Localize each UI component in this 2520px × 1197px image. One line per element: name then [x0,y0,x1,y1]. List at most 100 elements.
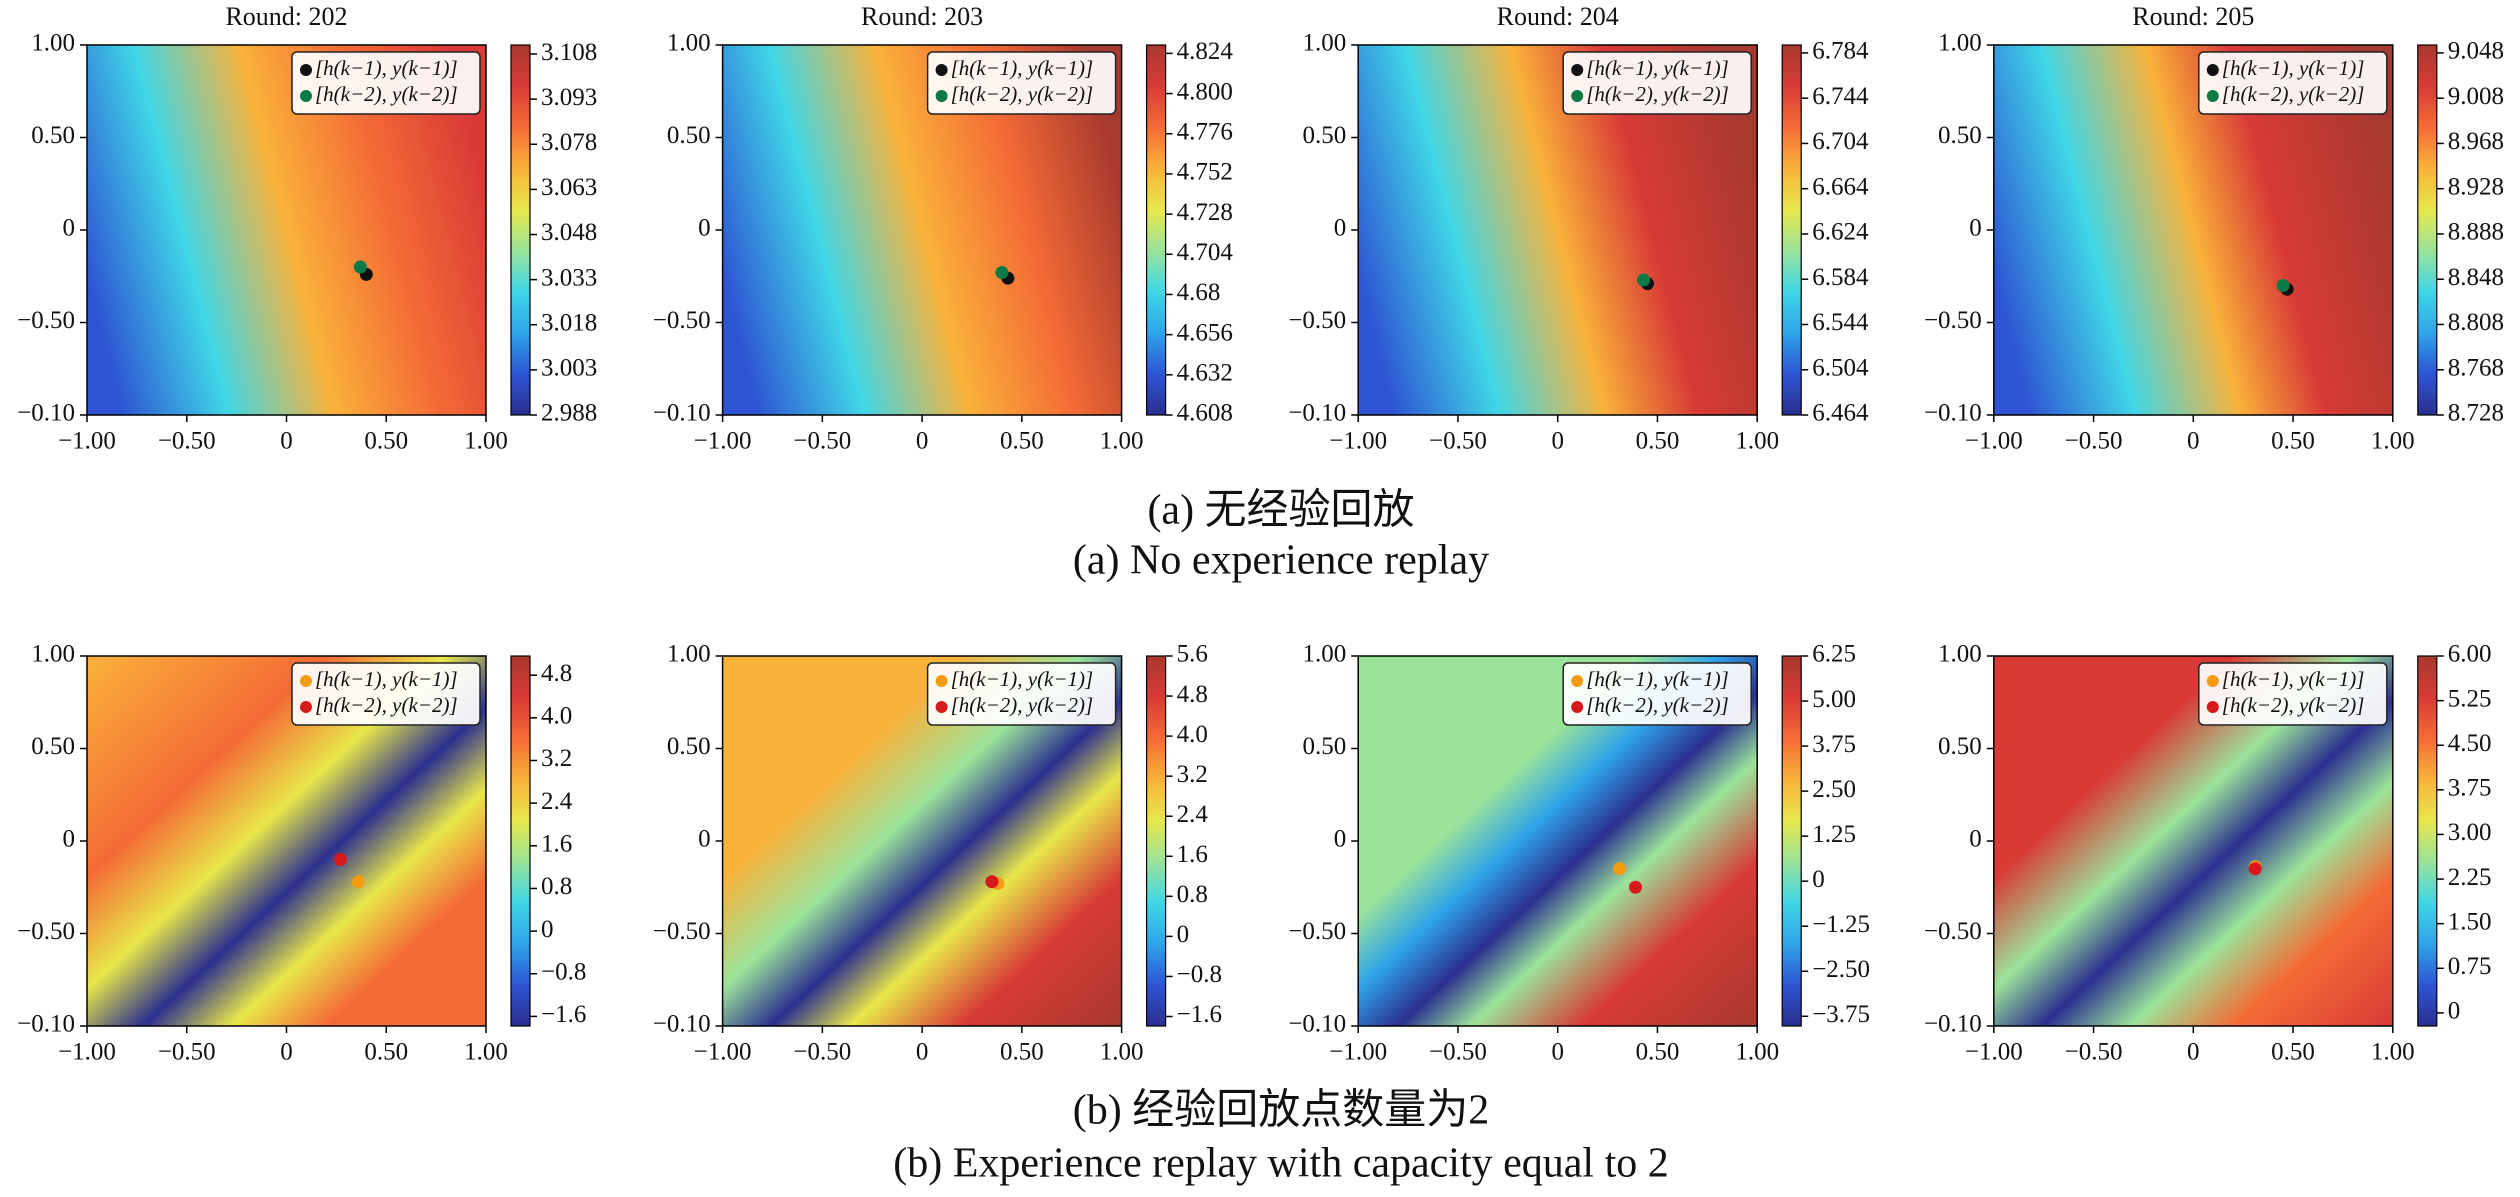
legend-label: [h(k−1), y(k−1)] [951,56,1094,80]
y-tick-label: 1.00 [31,30,75,57]
legend-label: [h(k−2), y(k−2)] [315,82,458,106]
legend-box [1562,51,1752,115]
y-tick-label: 0.50 [1938,733,1982,760]
y-tick-label: 0 [1334,826,1347,853]
caption: (b) Experience replay with capacity equa… [893,1141,1668,1187]
colorbar-tick-label: 0 [1812,866,1825,893]
legend-label: [h(k−1), y(k−1)] [315,667,458,691]
x-tick-label: 1.00 [2371,428,2415,455]
x-tick-label: −1.00 [1329,1039,1387,1066]
legend-marker [1571,90,1584,102]
colorbar-tick-label: 9.048 [2448,38,2504,65]
legend-label: [h(k−1), y(k−1)] [315,56,458,80]
legend-box [2198,662,2388,726]
colorbar-tick-label: 9.008 [2448,83,2504,110]
x-tick-label: −1.00 [1965,428,2023,455]
legend-marker [2206,701,2219,713]
legend-marker [2206,64,2219,76]
y-tick-label: 1.00 [1302,30,1346,57]
y-tick-label: 0.50 [1302,122,1346,149]
x-tick-label: −0.50 [1429,428,1487,455]
y-tick-label: 1.00 [1938,641,1982,668]
x-tick-label: −0.50 [158,428,216,455]
y-tick-label: 0.50 [1938,122,1982,149]
data-point [333,853,347,866]
x-tick-label: 0.50 [1636,428,1680,455]
y-tick-label: 1.00 [1938,30,1982,57]
y-tick-label: −0.50 [653,918,711,945]
y-tick-label: 0.50 [1302,733,1346,760]
data-point [353,260,367,274]
colorbar-tick-label: −2.50 [1812,956,1870,983]
colorbar-tick-label: 8.848 [2448,264,2504,291]
x-tick-label: 1.00 [464,1039,508,1066]
y-tick-label: 0 [1969,826,1982,853]
x-tick-label: 1.00 [1100,428,1144,455]
data-point [1636,273,1650,287]
colorbar-tick-label: 1.50 [2448,908,2492,935]
colorbar-tick-label: 3.2 [541,745,572,772]
legend-label: [h(k−1), y(k−1)] [2222,56,2365,80]
colorbar-tick-label: 5.00 [1812,686,1856,713]
colorbar [510,44,531,416]
y-tick-label: −0.10 [653,400,711,427]
colorbar-tick-label: 8.728 [2448,400,2504,427]
colorbar-tick-label: 3.063 [541,174,597,201]
x-tick-label: 0 [2187,1039,2200,1066]
colorbar-tick-label: 4.800 [1177,78,1233,105]
colorbar-tick-label: 2.25 [2448,864,2492,891]
x-tick-label: 1.00 [2371,1039,2415,1066]
legend-marker [300,64,312,76]
colorbar-tick-label: 4.8 [541,660,572,687]
legend-marker [2206,675,2219,687]
caption: (a) No experience replay [1073,538,1489,584]
colorbar-tick-label: −0.8 [1177,961,1222,988]
colorbar-tick-label: 3.75 [2448,775,2492,802]
y-tick-label: −0.50 [17,307,75,334]
colorbar [1145,44,1167,416]
colorbar-tick-label: 6.544 [1812,309,1869,336]
x-tick-label: 0 [1551,428,1564,455]
colorbar-tick-label: 3.00 [2448,819,2492,846]
y-tick-label: −0.10 [1288,400,1346,427]
colorbar-tick-label: 4.824 [1177,38,1234,65]
x-tick-label: −0.50 [158,1039,216,1066]
colorbar-tick-label: −1.6 [541,1001,586,1028]
y-tick-label: −0.50 [17,918,75,945]
colorbar-tick-label: −1.6 [1177,1001,1222,1028]
y-tick-label: 0.50 [667,733,711,760]
colorbar-tick-label: 1.6 [1177,841,1208,868]
y-tick-label: −0.10 [17,1011,75,1038]
legend-box [2198,51,2388,115]
legend-box [291,51,481,115]
colorbar-tick-label: 6.00 [2448,641,2492,668]
x-tick-label: −1.00 [58,428,116,455]
colorbar-tick-label: 3.048 [541,219,597,246]
x-tick-label: −1.00 [1329,428,1387,455]
legend-label: [h(k−2), y(k−2)] [315,693,458,717]
colorbar-tick-label: 0 [2448,998,2461,1025]
y-tick-label: −0.50 [1288,307,1346,334]
y-tick-label: −0.10 [653,1011,711,1038]
panel-title: Round: 202 [225,2,347,31]
colorbar-tick-label: 8.808 [2448,309,2504,336]
colorbar-tick-label: 3.75 [1812,731,1856,758]
colorbar-tick-label: −0.8 [541,958,586,985]
y-tick-label: −0.50 [1288,918,1346,945]
y-tick-label: −0.10 [1924,400,1982,427]
legend-marker [935,675,948,687]
colorbar-tick-label: 1.25 [1812,821,1856,848]
colorbar-tick-label: 6.25 [1812,641,1856,668]
colorbar-tick-label: 3.003 [541,355,597,382]
legend-label: [h(k−2), y(k−2)] [1586,82,1729,106]
y-tick-label: 0.50 [667,122,711,149]
colorbar-tick-label: 6.704 [1812,128,1869,155]
x-tick-label: 0 [280,1039,293,1066]
colorbar-tick-label: 4.776 [1177,118,1233,145]
y-tick-label: 0 [63,826,76,853]
data-point [1613,862,1627,876]
y-tick-label: 1.00 [667,641,711,668]
colorbar-tick-label: 1.6 [541,831,572,858]
colorbar-tick-label: 6.464 [1812,400,1869,427]
colorbar-tick-label: 2.988 [541,400,597,427]
